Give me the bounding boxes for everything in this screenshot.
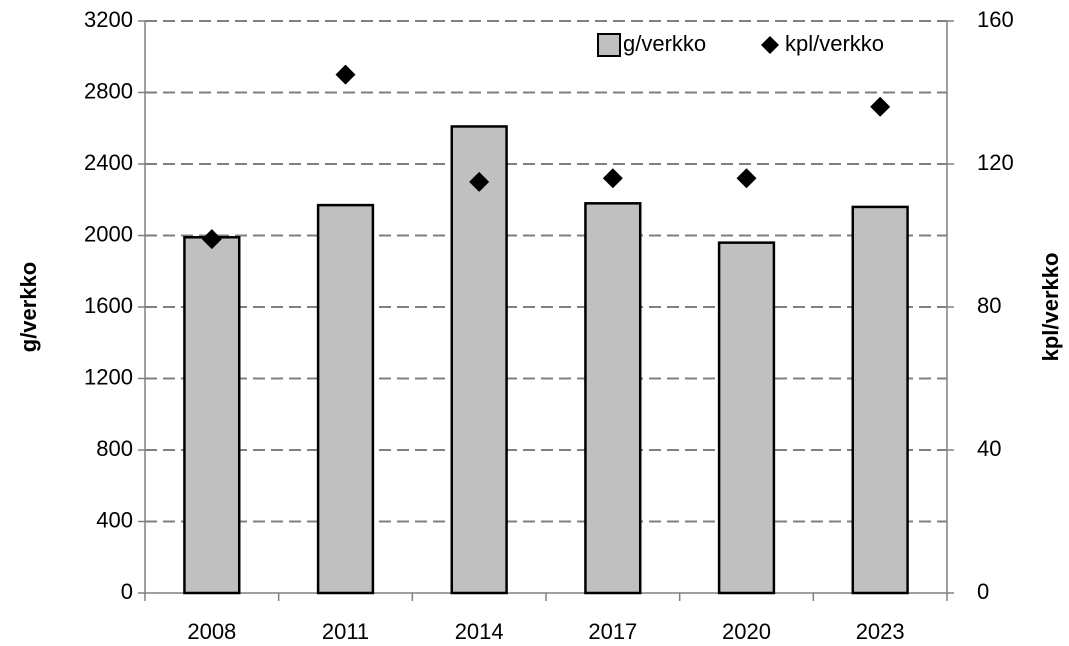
y-axis-title: g/verkko xyxy=(16,262,41,353)
bar xyxy=(584,202,642,595)
y2-tick-label: 160 xyxy=(977,7,1014,32)
marker xyxy=(736,168,757,189)
y-tick-label: 1200 xyxy=(84,364,133,389)
y2-tick-label: 80 xyxy=(977,293,1001,318)
y-tick-label: 1600 xyxy=(84,293,133,318)
y-tick-label: 400 xyxy=(96,507,133,532)
y2-tick-label: 40 xyxy=(977,436,1001,461)
y2-tick-label: 0 xyxy=(977,579,989,604)
y2-axis-title: kpl/verkko xyxy=(1038,253,1063,362)
x-tick-label: 2008 xyxy=(187,619,236,644)
x-tick-label: 2017 xyxy=(588,619,637,644)
y-tick-label: 2800 xyxy=(84,78,133,103)
bar xyxy=(450,125,508,595)
y-tick-label: 3200 xyxy=(84,7,133,32)
y-tick-label: 0 xyxy=(121,579,133,604)
legend-swatch xyxy=(597,33,621,57)
bar xyxy=(316,203,375,595)
bar xyxy=(183,236,241,595)
x-tick-label: 2014 xyxy=(455,619,504,644)
bar xyxy=(717,241,776,595)
y-tick-label: 800 xyxy=(96,436,133,461)
bar xyxy=(851,205,909,595)
legend-label: g/verkko xyxy=(623,31,706,56)
marker xyxy=(201,229,222,250)
legend-marker xyxy=(761,36,779,54)
marker xyxy=(335,64,356,85)
legend-label: kpl/verkko xyxy=(785,31,884,56)
marker xyxy=(469,171,490,192)
x-tick-label: 2020 xyxy=(722,619,771,644)
marker xyxy=(870,96,891,117)
x-tick-label: 2023 xyxy=(856,619,905,644)
y-tick-label: 2400 xyxy=(84,150,133,175)
y2-tick-label: 120 xyxy=(977,150,1014,175)
y-tick-label: 2000 xyxy=(84,221,133,246)
marker xyxy=(602,168,623,189)
x-tick-label: 2011 xyxy=(322,619,369,644)
